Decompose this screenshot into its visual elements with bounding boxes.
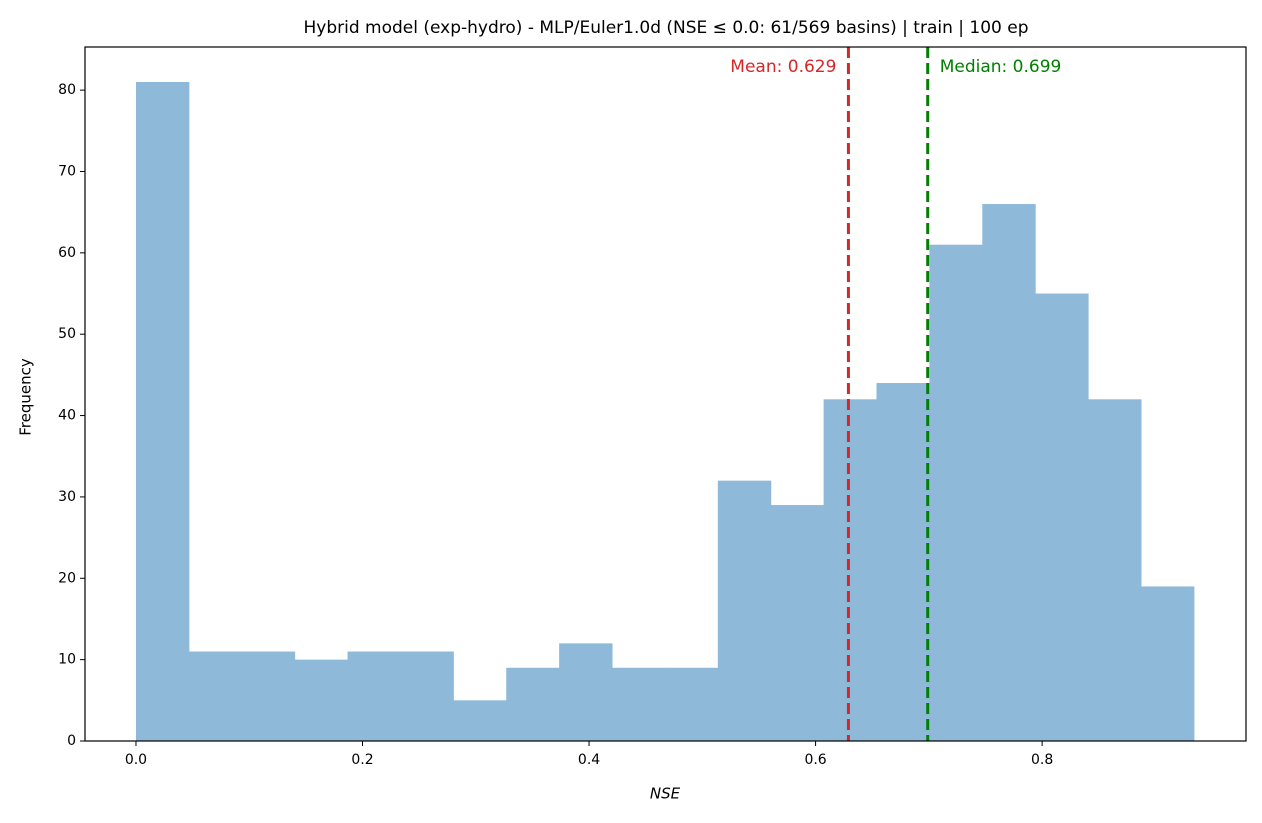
x-tick-label: 0.0 [125,752,147,768]
bar [876,383,930,741]
y-tick-label: 10 [58,652,76,668]
bar [823,399,878,741]
bar [241,651,296,741]
bar [506,667,560,741]
bar [453,700,507,741]
bar [1141,586,1195,741]
bar [664,667,719,741]
bar [1035,293,1089,741]
y-tick-label: 30 [58,489,76,505]
x-tick-label: 0.2 [351,752,373,768]
plot-frame [84,46,1247,742]
chart-title: Hybrid model (exp-hydro) - MLP/Euler1.0d… [303,18,1028,38]
x-axis-label: NSE [650,785,681,803]
y-tick-label: 80 [58,82,76,98]
bar [400,651,454,741]
bar [294,659,349,741]
x-tick-label: 0.4 [578,752,600,768]
y-tick-label: 50 [58,326,76,342]
y-tick-label: 20 [58,570,76,586]
y-axis-label: Frequency [17,358,35,436]
x-tick-label: 0.8 [1031,752,1053,768]
reference-label: Median: 0.699 [940,57,1062,77]
bar [612,667,666,741]
y-tick-label: 0 [67,733,76,749]
bar [717,480,772,741]
bar [982,204,1036,742]
y-tick-label: 40 [58,408,76,424]
bar [1088,399,1142,741]
bar [188,651,243,741]
bar [929,244,983,741]
bar [135,81,190,742]
reference-label: Mean: 0.629 [730,57,836,77]
y-tick-label: 70 [58,163,76,179]
bar [559,643,613,741]
bar [347,651,401,741]
bar [770,505,825,741]
y-tick-label: 60 [58,245,76,261]
x-tick-label: 0.6 [804,752,826,768]
